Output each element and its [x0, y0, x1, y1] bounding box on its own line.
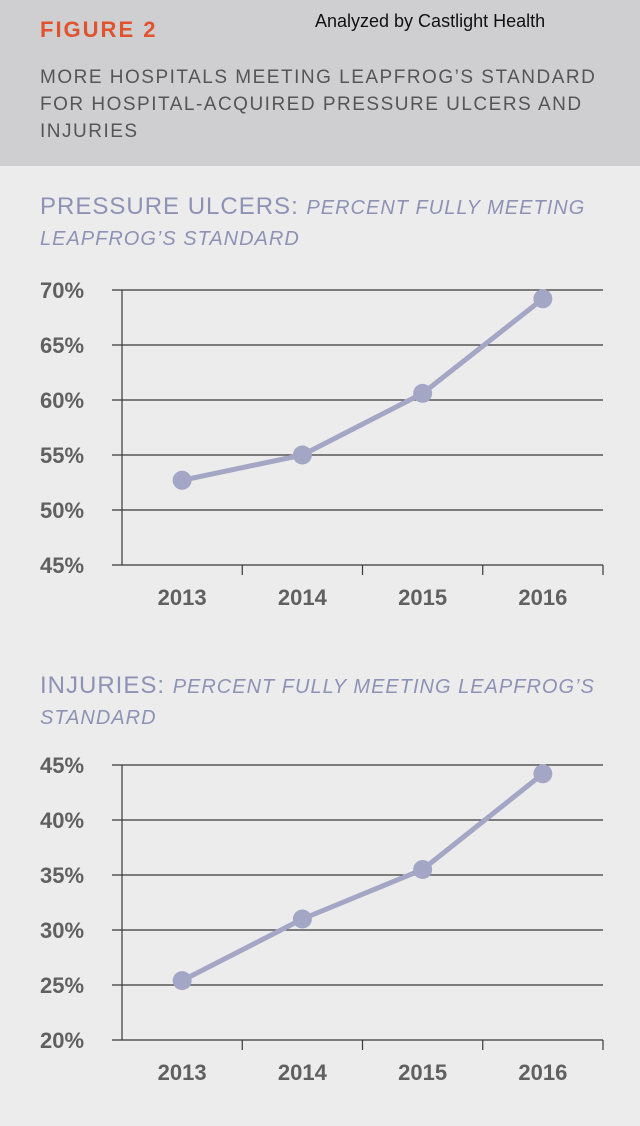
x-tick-label: 2015 [398, 1060, 447, 1085]
data-point [292, 909, 312, 929]
y-tick-label: 45% [40, 553, 84, 578]
x-tick-label: 2013 [158, 585, 207, 610]
data-point [533, 764, 553, 784]
chart-title-main: PRESSURE ULCERS: [40, 193, 299, 220]
x-tick-label: 2016 [518, 1060, 567, 1085]
credit-text: Analyzed by Castlight Health [315, 11, 546, 31]
data-point [172, 470, 192, 490]
chart-subtitle: PERCENT FULLY MEETING LEAPFROG’S STANDAR… [40, 676, 595, 729]
y-tick-label: 30% [40, 918, 84, 943]
y-tick-label: 60% [40, 388, 84, 413]
series-line [181, 296, 545, 483]
data-point [533, 289, 553, 309]
injuries-line-chart: 20% 25% 30% 35% 40% 45% 2013 2014 2015 2016 [40, 753, 604, 1085]
figure-header: FIGURE 2 Analyzed by Castlight Health MO… [0, 0, 640, 166]
x-tick-label: 2013 [158, 1060, 207, 1085]
pressure-ulcers-line-chart: 45% 50% 55% 60% 65% 70% 2013 2014 2015 2016 [40, 278, 604, 610]
y-tick-label: 50% [40, 498, 84, 523]
y-tick-label: 25% [40, 973, 84, 998]
y-tick-label: 45% [40, 753, 84, 778]
series-line [180, 771, 545, 983]
chart-title-main: INJURIES: [40, 672, 166, 699]
y-tick-label: 55% [40, 443, 84, 468]
y-tick-label: 70% [40, 278, 84, 303]
chart-title-injuries: INJURIES: PERCENT FULLY MEETING LEAPFROG… [40, 671, 620, 733]
y-tick-label: 40% [40, 808, 84, 833]
x-tick-label: 2016 [518, 585, 567, 610]
data-point [413, 860, 433, 879]
data-point [172, 971, 192, 991]
x-tick-label: 2014 [278, 585, 328, 610]
y-tick-label: 65% [40, 333, 84, 358]
figure-label: FIGURE 2 [40, 17, 158, 42]
data-point [292, 445, 312, 465]
chart-title-pressure-ulcers: PRESSURE ULCERS: PERCENT FULLY MEETING L… [40, 192, 620, 254]
x-tick-label: 2015 [398, 585, 447, 610]
y-tick-label: 20% [40, 1028, 84, 1053]
figure-title: MORE HOSPITALS MEETING LEAPFROG’S STANDA… [40, 67, 597, 142]
x-tick-label: 2014 [278, 1060, 328, 1085]
chart-subtitle: PERCENT FULLY MEETING LEAPFROG’S STANDAR… [40, 197, 586, 250]
y-tick-label: 35% [40, 863, 84, 888]
data-point [413, 383, 433, 403]
